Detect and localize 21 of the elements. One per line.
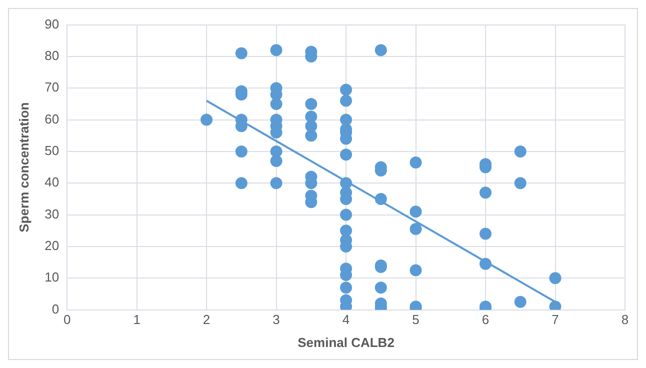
x-tick-label: 0: [63, 312, 71, 328]
x-tick-label: 2: [202, 312, 210, 328]
y-tick-label: 80: [44, 48, 60, 64]
x-axis-title: Seminal CALB2: [298, 334, 394, 350]
y-tick-label: 10: [44, 270, 60, 285]
x-tick-label: 5: [412, 312, 420, 328]
y-tick-label: 20: [44, 238, 60, 254]
y-tick-label: 70: [44, 80, 60, 95]
x-tick-label: 4: [342, 312, 350, 328]
y-tick-label: 90: [44, 16, 60, 32]
y-axis-title: Sperm concentration: [16, 102, 32, 232]
x-tick-label: 7: [552, 312, 559, 328]
y-tick-label: 40: [44, 174, 60, 190]
x-tick-label: 3: [272, 312, 280, 328]
y-tick-label: 50: [44, 143, 60, 158]
x-tick-label: 6: [482, 312, 490, 328]
y-tick-label: 30: [44, 206, 60, 222]
x-tick-label: 1: [133, 312, 140, 328]
y-tick-label: 60: [44, 111, 60, 126]
x-tick-label: 8: [621, 312, 629, 328]
y-tick-label: 0: [52, 301, 60, 316]
